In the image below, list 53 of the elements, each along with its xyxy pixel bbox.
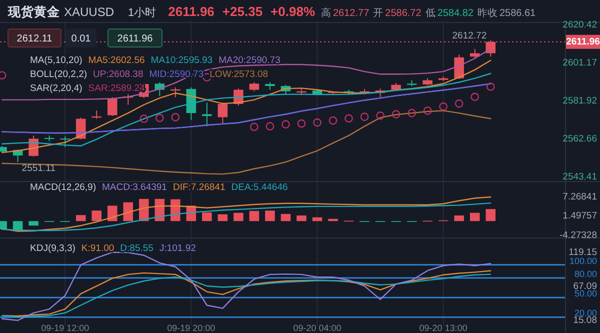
y-tick-label: 2620.42 — [562, 20, 597, 31]
text: MA20:2590.73 — [218, 55, 280, 66]
text: 低 — [425, 8, 436, 19]
text: 高 — [321, 7, 331, 19]
ref-line-label: 100.00 — [569, 256, 597, 266]
y-tick-label: 119.15 — [568, 246, 597, 258]
y-tick-label: 7.26841 — [562, 192, 597, 203]
x-tick-label: 09-19 12:00 — [41, 323, 90, 333]
chart-title: 现货黄金 — [7, 5, 60, 19]
ref-line-label: 80.00 — [574, 268, 597, 279]
text: 2586.61 — [499, 8, 536, 19]
text: MA10:2595.93 — [150, 55, 213, 66]
annotation: 0.01 — [71, 34, 92, 44]
series-label: J:101.92 — [159, 243, 196, 254]
text: 昨收 — [477, 7, 498, 19]
x-tick-label: 09-20 04:00 — [293, 323, 342, 333]
annotation: SAR(2,20,4) — [30, 83, 82, 94]
annotation: 2551.11 — [22, 163, 56, 174]
y-tick-label: 1.49757 — [562, 210, 597, 222]
text: K:91.00 — [81, 243, 114, 254]
text: 2611.96 — [168, 4, 214, 19]
annotation: 2612.72 — [452, 30, 487, 42]
text: +25.35 — [222, 4, 263, 19]
y-tick-label: 2543.41 — [562, 172, 597, 183]
x-tick-label: 09-19 20:00 — [167, 323, 216, 333]
ref-line-label: 2611.96 — [566, 36, 600, 48]
text: MA5:2602.56 — [88, 55, 145, 66]
text: LOW:2573.08 — [210, 69, 268, 80]
annotation: 2611.96 — [117, 34, 154, 44]
y-tick-label: -4.27328 — [559, 230, 597, 241]
y-tick-label: 2581.92 — [562, 96, 597, 107]
y-tick-label: 2601.17 — [562, 58, 597, 69]
y-tick-label: 2562.66 — [562, 134, 597, 145]
x-tick-label: 09-20 13:00 — [419, 323, 468, 333]
text: 2584.82 — [437, 8, 474, 19]
annotation: 2612.11 — [16, 34, 53, 44]
text: 2586.72 — [385, 8, 422, 19]
text: 1小时 — [128, 6, 156, 19]
annotation: BOLL(20,2,2) — [30, 69, 88, 80]
text: 2612.77 — [333, 8, 370, 19]
text: 开 — [373, 8, 384, 19]
y-tick-label: 15.08 — [573, 314, 597, 326]
annotation: MA(5,10,20) — [30, 55, 82, 66]
series-label: UP:2608.38 — [93, 69, 144, 80]
legend-title: MACD(12,26,9) — [30, 182, 96, 193]
series-label: DEA:5.44646 — [231, 182, 288, 193]
legend-title: KDJ(9,3,3) — [30, 243, 76, 254]
ref-line-label: 50.00 — [574, 288, 597, 299]
text: +0.98% — [270, 4, 316, 19]
series-label: DIF:7.26841 — [172, 182, 226, 193]
series-label: MACD:3.64391 — [102, 182, 167, 193]
text: XAUUSD — [64, 5, 114, 19]
text: D:85.55 — [120, 243, 154, 254]
